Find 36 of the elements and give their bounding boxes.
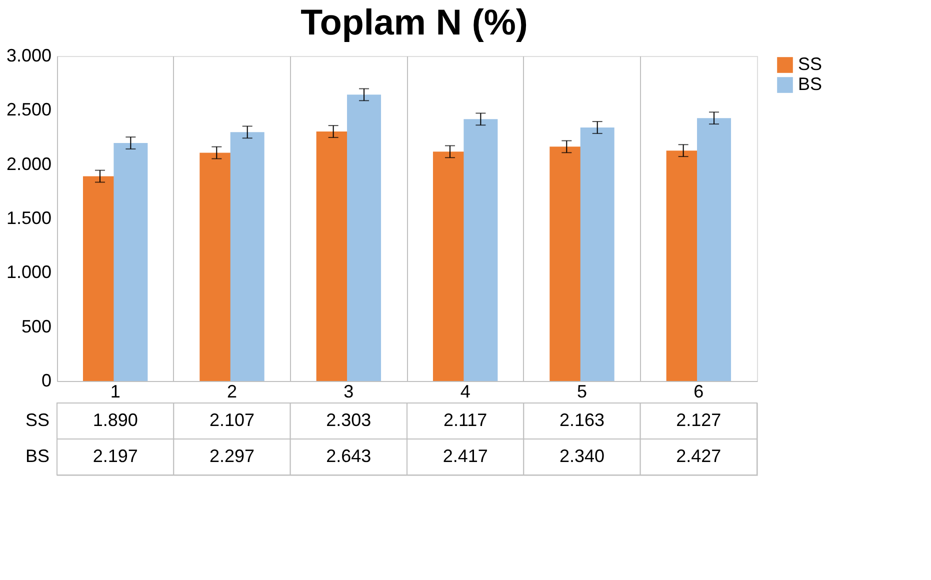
y-tick-label: 1.500 <box>6 208 52 228</box>
data-label: 2.163 <box>559 410 605 430</box>
x-tick-label: 5 <box>576 382 588 402</box>
y-tick-label: 2.000 <box>6 154 52 174</box>
bar <box>230 132 264 381</box>
data-label: 2.427 <box>676 446 722 466</box>
text: SS <box>25 410 50 430</box>
x-tick-label: 1 <box>110 382 120 402</box>
data-label: 2.643 <box>326 446 372 466</box>
legend-label: BS <box>798 74 822 94</box>
bar <box>580 128 614 381</box>
legend-label: SS <box>798 54 822 74</box>
y-tick-label: 2.500 <box>6 100 52 120</box>
x-tick-label: 3 <box>344 382 354 402</box>
x-tick-label: 2 <box>226 382 238 402</box>
data-label: 2.197 <box>92 446 138 466</box>
y-tick-label: 500 <box>21 316 52 336</box>
y-tick-label: 3.000 <box>6 46 52 66</box>
bar <box>347 94 382 381</box>
data-label: 2.417 <box>442 446 488 466</box>
bar <box>114 142 148 381</box>
data-label: 2.127 <box>676 410 722 430</box>
data-label: 1.890 <box>92 410 138 430</box>
data-label: 2.107 <box>209 410 255 430</box>
y-tick-label: 1.000 <box>6 262 52 282</box>
data-label: 2.303 <box>326 410 372 430</box>
chart-title: Toplam N (%) <box>300 2 528 42</box>
x-tick-label: 6 <box>694 382 704 402</box>
bar <box>464 119 498 381</box>
bar <box>697 118 732 381</box>
data-label: 2.297 <box>209 446 255 466</box>
text: BS <box>25 446 50 466</box>
y-tick-label: 0 <box>41 370 52 390</box>
x-tick-label: 4 <box>460 382 470 402</box>
data-label: 2.340 <box>559 446 605 466</box>
data-label: 2.117 <box>443 410 488 430</box>
